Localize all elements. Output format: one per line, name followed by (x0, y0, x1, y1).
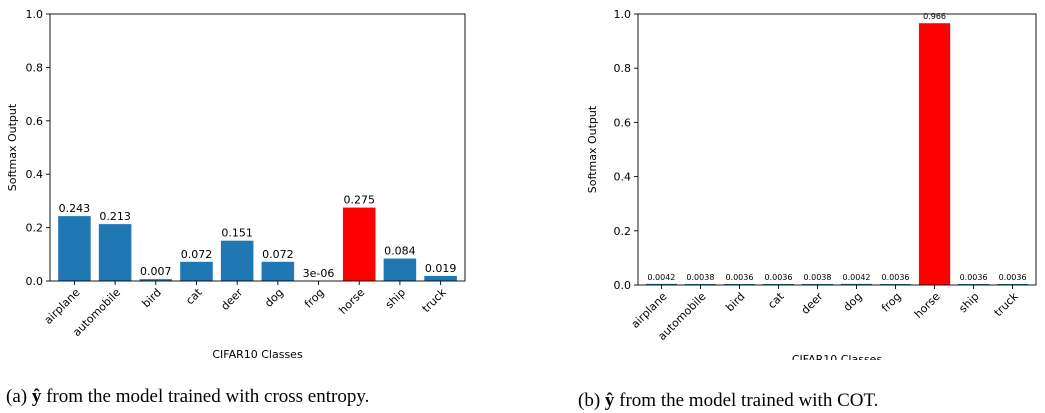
value-label-automobile: 0.0038 (686, 273, 714, 282)
figure: 0.243 0.213 0.007 0.072 0.151 0.072 3e-06 0.275… (6, 8, 1037, 360)
value-label-truck: 0.019 (425, 262, 457, 275)
bar-dog (261, 261, 295, 281)
bar-ship (957, 284, 990, 285)
x-tick-label-truck: truck (420, 285, 450, 315)
y-tick-label: 0.0 (614, 279, 632, 292)
y-tick-label: 0.0 (26, 275, 44, 288)
y-tick-label: 1.0 (26, 8, 44, 21)
x-tick-label-bird: bird (140, 286, 164, 310)
value-label-bird: 0.007 (140, 265, 172, 278)
bar-bird (723, 284, 756, 285)
value-label-airplane: 0.243 (59, 202, 91, 215)
value-label-bird: 0.0036 (725, 273, 753, 282)
value-label-deer: 0.151 (221, 227, 253, 240)
x-tick-label-cat: cat (765, 289, 787, 311)
value-label-truck: 0.0036 (999, 273, 1027, 282)
bar-dog (840, 283, 873, 285)
y-tick-label: 0.6 (26, 115, 44, 128)
x-tick-label-bird: bird (723, 290, 747, 314)
caption-b-symbol: ŷ (604, 390, 615, 411)
x-tick-label-cat: cat (183, 285, 205, 307)
y-tick-label: 0.4 (614, 171, 632, 184)
x-tick-label-horse: horse (912, 290, 943, 321)
axes-frame (637, 13, 1037, 286)
x-tick-label-frog: frog (302, 286, 327, 311)
x-tick-label-frog: frog (879, 290, 904, 315)
y-tick-label: 1.0 (614, 8, 632, 21)
value-label-cat: 0.0036 (764, 273, 792, 282)
bar-frog (879, 284, 912, 285)
y-tick-label: 0.8 (614, 62, 632, 75)
bar-bird (139, 279, 173, 281)
value-label-dog: 0.072 (262, 248, 294, 261)
caption-b-text: from the model trained with COT. (614, 390, 879, 411)
value-label-ship: 0.0036 (960, 273, 988, 282)
x-tick-label-deer: deer (799, 290, 826, 317)
value-label-horse: 0.966 (923, 12, 946, 21)
value-label-cat: 0.072 (181, 248, 213, 261)
y-tick-label: 0.4 (26, 168, 44, 181)
y-tick-label: 0.6 (614, 116, 632, 129)
x-tick-label-airplane: airplane (42, 286, 83, 327)
bar-airplane (645, 283, 678, 285)
y-tick-label: 0.2 (614, 225, 632, 238)
bar-airplane (58, 216, 91, 281)
y-tick-label: 0.2 (26, 222, 44, 235)
bar-automobile (684, 283, 717, 285)
y-axis-label: Softmax Output (586, 105, 599, 193)
chart-b: 0.0042 0.0038 0.0036 0.0036 0.0038 0.0042 0.00… (586, 8, 1037, 360)
value-label-ship: 0.084 (384, 245, 416, 258)
value-label-frog: 0.0036 (882, 273, 910, 282)
bar-automobile (98, 224, 132, 281)
x-tick-label-horse: horse (336, 286, 367, 317)
y-axis-label: Softmax Output (6, 103, 19, 191)
x-axis-label: CIFAR10 Classes (212, 348, 303, 360)
value-label-automobile: 0.213 (99, 210, 131, 223)
caption-b-prefix: (b) (578, 390, 605, 411)
value-label-horse: 0.275 (343, 194, 375, 207)
axes-frame (49, 13, 466, 282)
bar-horse (918, 23, 951, 286)
x-tick-label-truck: truck (992, 289, 1022, 319)
y-tick-label: 0.8 (26, 61, 44, 74)
caption-a-symbol: ŷ (31, 386, 42, 407)
x-tick-label-dog: dog (262, 286, 286, 310)
bar-truck (424, 275, 457, 281)
x-axis-label: CIFAR10 Classes (792, 353, 883, 360)
bar-horse (342, 207, 376, 281)
bar-deer (220, 240, 254, 281)
x-tick-label-dog: dog (841, 290, 865, 314)
x-tick-label-deer: deer (218, 286, 245, 313)
caption-a-text: from the model trained with cross entrop… (41, 386, 370, 407)
caption-a: (a) ŷ from the model trained with cross … (6, 386, 369, 408)
value-label-dog: 0.0042 (843, 273, 871, 282)
value-label-deer: 0.0038 (803, 273, 831, 282)
x-tick-label-ship: ship (383, 286, 408, 311)
value-label-frog: 3e-06 (303, 267, 335, 280)
bar-truck (996, 284, 1029, 285)
chart-a: 0.243 0.213 0.007 0.072 0.151 0.072 3e-06 0.275… (6, 8, 466, 360)
bar-ship (383, 258, 417, 281)
bar-deer (801, 283, 834, 285)
bar-cat (180, 261, 213, 281)
caption-a-prefix: (a) (6, 386, 32, 407)
caption-b: (b) ŷ from the model trained with COT. (578, 390, 878, 412)
value-label-airplane: 0.0042 (647, 273, 675, 282)
x-tick-label-ship: ship (956, 290, 981, 315)
bar-cat (762, 284, 795, 285)
